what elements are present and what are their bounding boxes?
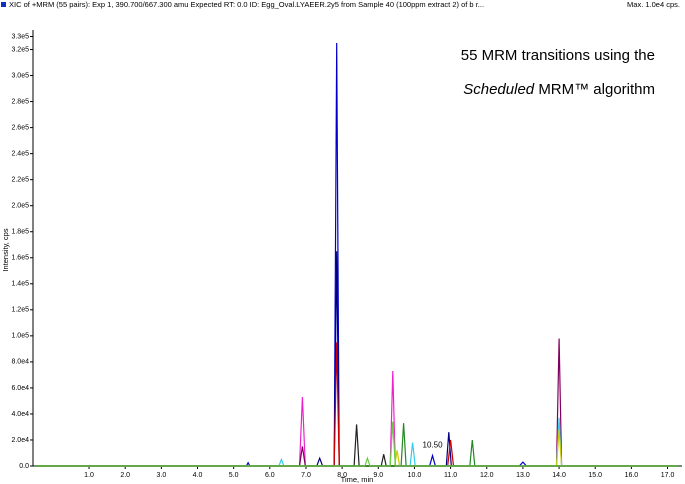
- y-tick-label: 1.8e5: [11, 229, 29, 236]
- y-tick-label: 2.2e5: [11, 177, 29, 184]
- x-tick-label: 17.0: [661, 472, 675, 479]
- y-tick-label: 2.6e5: [11, 124, 29, 131]
- y-tick-label: 3.2e5: [11, 46, 29, 53]
- y-tick-label: 4.0e4: [11, 411, 29, 418]
- y-tick-label: 1.4e5: [11, 281, 29, 288]
- chart-title: XIC of +MRM (55 pairs): Exp 1, 390.700/6…: [9, 0, 484, 9]
- trace: [34, 342, 679, 467]
- y-tick-label: 2.8e5: [11, 98, 29, 105]
- y-tick-label: 8.0e4: [11, 359, 29, 366]
- y-tick-label: 2.0e5: [11, 203, 29, 210]
- y-tick-label: 1.2e5: [11, 307, 29, 314]
- x-tick-label: 11.0: [444, 472, 457, 479]
- y-tick-label: 2.0e4: [11, 437, 29, 444]
- trace: [34, 429, 679, 467]
- trace: [34, 42, 679, 467]
- max-label: Max. 1.0e4 cps.: [627, 0, 680, 9]
- x-tick-label: 16.0: [625, 472, 639, 479]
- x-tick-label: 12.0: [480, 472, 494, 479]
- x-tick-label: 2.0: [120, 472, 130, 479]
- y-axis-label: Intensity, cps: [1, 228, 10, 271]
- x-axis-label: Time, min: [341, 475, 374, 484]
- x-tick-label: 7.0: [301, 472, 311, 479]
- y-tick-label: 2.4e5: [11, 150, 29, 157]
- trace: [34, 338, 679, 467]
- peak-label: 10.50: [423, 441, 444, 450]
- y-tick-label: 1.6e5: [11, 255, 29, 262]
- trace: [34, 370, 679, 467]
- x-tick-label: 6.0: [265, 472, 275, 479]
- annotation: Scheduled MRM™ algorithm: [463, 81, 655, 98]
- y-tick-label: 0.0: [19, 463, 29, 470]
- x-tick-label: 8.0: [337, 472, 347, 479]
- annotation: 55 MRM transitions using the: [461, 47, 655, 64]
- y-tick-label: 6.0e4: [11, 385, 29, 392]
- annotation-rest: MRM™ algorithm: [538, 81, 655, 98]
- title-icon: [1, 2, 6, 7]
- trace: [34, 421, 679, 467]
- trace: [34, 424, 679, 467]
- y-tick-label: 1.0e5: [11, 333, 29, 340]
- x-tick-label: 13.0: [516, 472, 530, 479]
- y-tick-label: 3.3e5: [11, 33, 29, 40]
- x-tick-label: 1.0: [84, 472, 94, 479]
- x-tick-label: 5.0: [229, 472, 239, 479]
- x-tick-label: 3.0: [156, 472, 166, 479]
- x-tick-label: 9.0: [373, 472, 383, 479]
- annotation-italic: Scheduled: [463, 81, 535, 98]
- x-tick-label: 4.0: [193, 472, 203, 479]
- x-tick-label: 10.0: [408, 472, 422, 479]
- x-tick-label: 14.0: [552, 472, 566, 479]
- y-tick-label: 3.0e5: [11, 72, 29, 79]
- x-tick-label: 15.0: [588, 472, 602, 479]
